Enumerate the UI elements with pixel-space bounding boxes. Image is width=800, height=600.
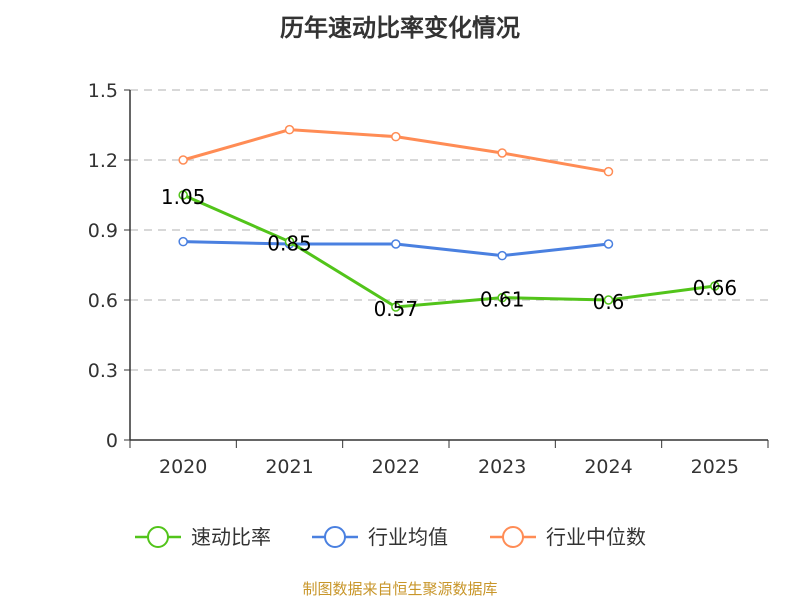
data-point	[391, 131, 401, 142]
data-point	[603, 295, 614, 305]
data-point	[284, 236, 295, 247]
y-tick-label: 0.6	[88, 290, 118, 312]
data-point	[497, 250, 507, 261]
legend-marker	[147, 526, 169, 548]
x-tick-label: 2021	[265, 456, 313, 478]
legend-label: 行业均值	[368, 525, 448, 549]
data-point	[391, 239, 401, 249]
chart-title: 历年速动比率变化情况	[280, 14, 520, 42]
data-point	[391, 302, 401, 312]
data-point	[178, 155, 188, 165]
legend-label: 行业中位数	[546, 525, 646, 549]
data-label: 0.66	[693, 276, 738, 300]
data-label: 0.6	[593, 290, 625, 314]
data-label: 0.57	[374, 297, 419, 321]
data-point	[178, 236, 188, 247]
x-tick-label: 2022	[372, 456, 420, 478]
data-label: 0.85	[267, 232, 312, 256]
data-point	[497, 292, 507, 303]
source-note: 制图数据来自恒生聚源数据库	[302, 580, 498, 598]
legend-marker	[502, 526, 524, 548]
y-tick-label: 1.2	[88, 150, 118, 172]
data-label: 0.61	[480, 288, 525, 312]
legend-label: 速动比率	[191, 525, 271, 549]
y-tick-label: 0.3	[88, 360, 118, 382]
x-tick-label: 2025	[691, 456, 739, 478]
data-point	[497, 148, 507, 158]
x-tick-label: 2024	[584, 456, 632, 478]
series-line-0	[182, 193, 716, 309]
y-tick-label: 0	[106, 430, 118, 452]
data-point	[178, 190, 188, 200]
data-point	[284, 124, 295, 135]
legend-marker	[324, 526, 346, 548]
y-tick-label: 1.5	[88, 80, 118, 102]
x-tick-label: 2020	[159, 456, 207, 478]
data-point	[603, 166, 614, 177]
data-point	[710, 281, 720, 291]
data-label: 1.05	[161, 185, 206, 209]
y-tick-label: 0.9	[88, 220, 118, 242]
x-tick-label: 2023	[478, 456, 526, 478]
data-point	[603, 239, 614, 249]
